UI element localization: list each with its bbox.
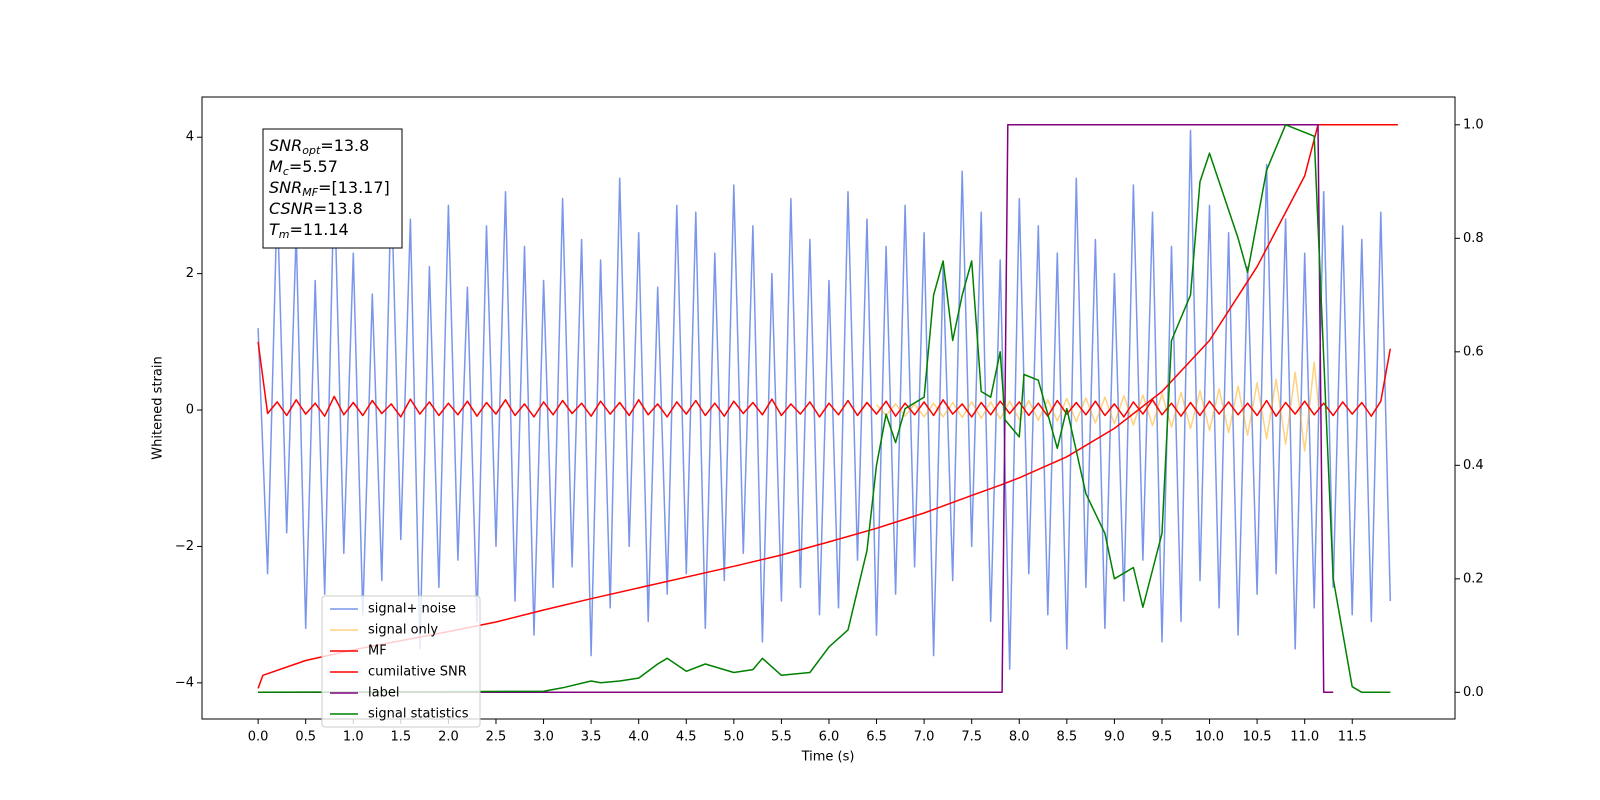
x-tick-label: 8.5 [1056, 730, 1077, 745]
y2-tick-label: 0.8 [1463, 231, 1484, 246]
x-tick-label: 2.5 [486, 730, 507, 745]
series-line [257, 129, 1392, 670]
annotation-subscript: MF [302, 186, 318, 199]
series-line [875, 361, 1320, 452]
legend: signal+ noise signal only MF cumilative SNR… [321, 595, 481, 728]
legend-frame [321, 595, 481, 728]
x-tick-label: 9.5 [1152, 730, 1173, 745]
x-tick-label: 6.0 [819, 730, 840, 745]
annotation-text: =5.57 [289, 157, 338, 176]
legend-label: MF [368, 644, 387, 659]
x-tick-label: 0.5 [295, 730, 316, 745]
legend-label: signal+ noise [368, 602, 456, 617]
x-tick-label: 2.0 [438, 730, 459, 745]
annotation-text: =11.14 [290, 220, 349, 239]
annotation-box [262, 128, 403, 249]
annotation-text: =[13.17] [318, 178, 390, 197]
x-tick-label: 5.0 [723, 730, 744, 745]
y2-tick-label: 0.6 [1463, 344, 1484, 359]
y-tick-label: −2 [175, 539, 194, 554]
x-tick-label: 5.5 [771, 730, 792, 745]
y-tick-label: −4 [175, 675, 194, 690]
x-tick-label: 11.5 [1338, 730, 1367, 745]
x-tick-label: 4.5 [676, 730, 697, 745]
y-axis-label: Whitened strain [151, 356, 166, 459]
annotation-subscript: opt [302, 144, 321, 157]
series-line [257, 341, 1392, 418]
annotation-symbol: SNR [269, 178, 302, 197]
annotation: SNRopt=13.8 [269, 136, 369, 158]
y-tick-label: 2 [186, 266, 194, 281]
y2-tick-label: 0.4 [1463, 458, 1484, 473]
legend-label: cumilative SNR [368, 665, 467, 680]
annotation-symbol: M [269, 157, 283, 176]
legend-label: signal only [368, 623, 438, 638]
legend-label: label [368, 686, 399, 701]
x-tick-label: 6.5 [866, 730, 887, 745]
x-tick-label: 10.0 [1195, 730, 1224, 745]
annotation-symbol: CSNR [269, 199, 314, 218]
x-tick-label: 3.0 [533, 730, 554, 745]
x-tick-label: 7.0 [914, 730, 935, 745]
annotation-symbol: SNR [269, 136, 302, 155]
x-tick-label: 1.5 [390, 730, 411, 745]
annotation: CSNR=13.8 [269, 199, 363, 218]
x-tick-label: 9.0 [1104, 730, 1125, 745]
annotation-subscript: m [279, 228, 290, 241]
y-tick-label: 0 [186, 403, 194, 418]
x-tick-label: 7.5 [961, 730, 982, 745]
x-tick-label: 4.0 [628, 730, 649, 745]
annotation: Mc=5.57 [269, 157, 338, 179]
series-line [258, 124, 1391, 694]
y-tick-label: 4 [186, 130, 194, 145]
x-tick-label: 3.5 [581, 730, 602, 745]
annotation: SNRMF=[13.17] [269, 178, 390, 200]
x-tick-label: 1.0 [343, 730, 364, 745]
annotation: Tm=11.14 [269, 220, 349, 242]
annotation-text: =13.8 [320, 136, 369, 155]
y2-tick-label: 0.2 [1463, 571, 1484, 586]
series-line [258, 124, 1334, 694]
y2-tick-label: 0.0 [1463, 685, 1484, 700]
x-tick-label: 8.0 [1009, 730, 1030, 745]
x-tick-label: 10.5 [1243, 730, 1272, 745]
annotation-symbol: T [269, 220, 280, 239]
x-tick-label: 11.0 [1290, 730, 1319, 745]
annotation-subscript: c [283, 165, 289, 178]
annotation-text: =13.8 [314, 199, 363, 218]
legend-label: signal statistics [368, 707, 469, 722]
x-tick-label: 0.0 [248, 730, 269, 745]
y2-tick-label: 1.0 [1463, 117, 1484, 132]
x-axis-label: Time (s) [801, 750, 855, 765]
